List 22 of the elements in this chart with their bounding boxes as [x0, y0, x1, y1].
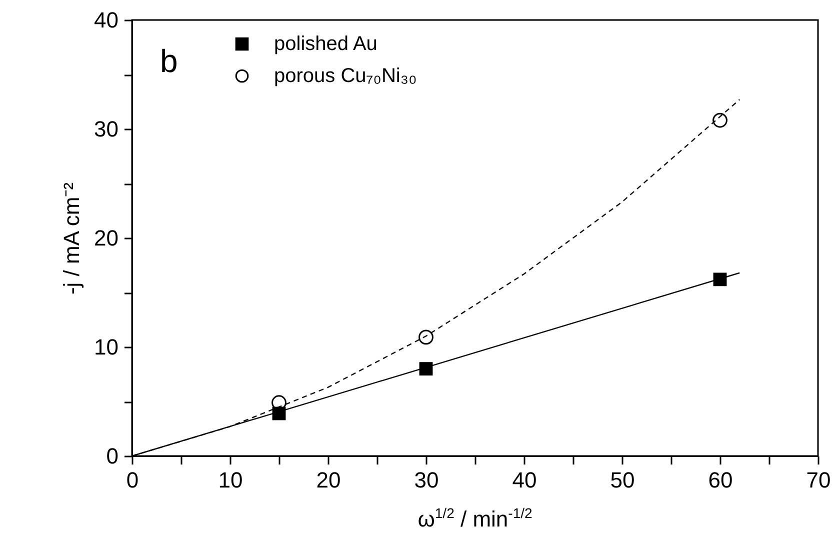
x-tick-label: 20 — [316, 468, 341, 492]
annotation: b — [160, 43, 178, 79]
x-tick-label: 50 — [610, 468, 635, 492]
x-tick-label: 70 — [806, 468, 831, 492]
x-tick-label: 30 — [414, 468, 439, 492]
point — [712, 112, 728, 128]
y-tick-label: 0 — [106, 444, 118, 468]
x-tick-label: 60 — [708, 468, 733, 492]
point — [418, 330, 434, 345]
y-tick-label: 10 — [94, 334, 118, 360]
x-axis-title: ω$^{1/2}$ / min$^{-1/2}$ — [416, 505, 534, 532]
point — [713, 272, 727, 286]
y-tick-label: 20 — [94, 226, 118, 250]
y-tick-label: 40 — [94, 8, 118, 32]
legend-label: polished Au — [274, 33, 378, 55]
x-tick-label: 40 — [512, 468, 537, 492]
legend-label: porous Cu₇₀Ni₃₀ — [274, 65, 417, 87]
x-tick-label: 0 — [126, 468, 139, 492]
y-axis-title: -j / mA cm⁻² — [59, 182, 84, 295]
point — [419, 362, 433, 376]
y-tick-label: 30 — [94, 116, 118, 142]
x-tick-label: 10 — [218, 468, 243, 492]
